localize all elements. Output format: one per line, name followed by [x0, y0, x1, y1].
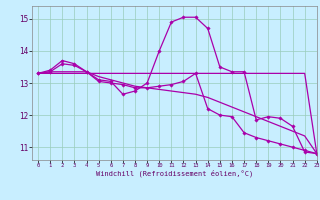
X-axis label: Windchill (Refroidissement éolien,°C): Windchill (Refroidissement éolien,°C): [96, 170, 253, 177]
